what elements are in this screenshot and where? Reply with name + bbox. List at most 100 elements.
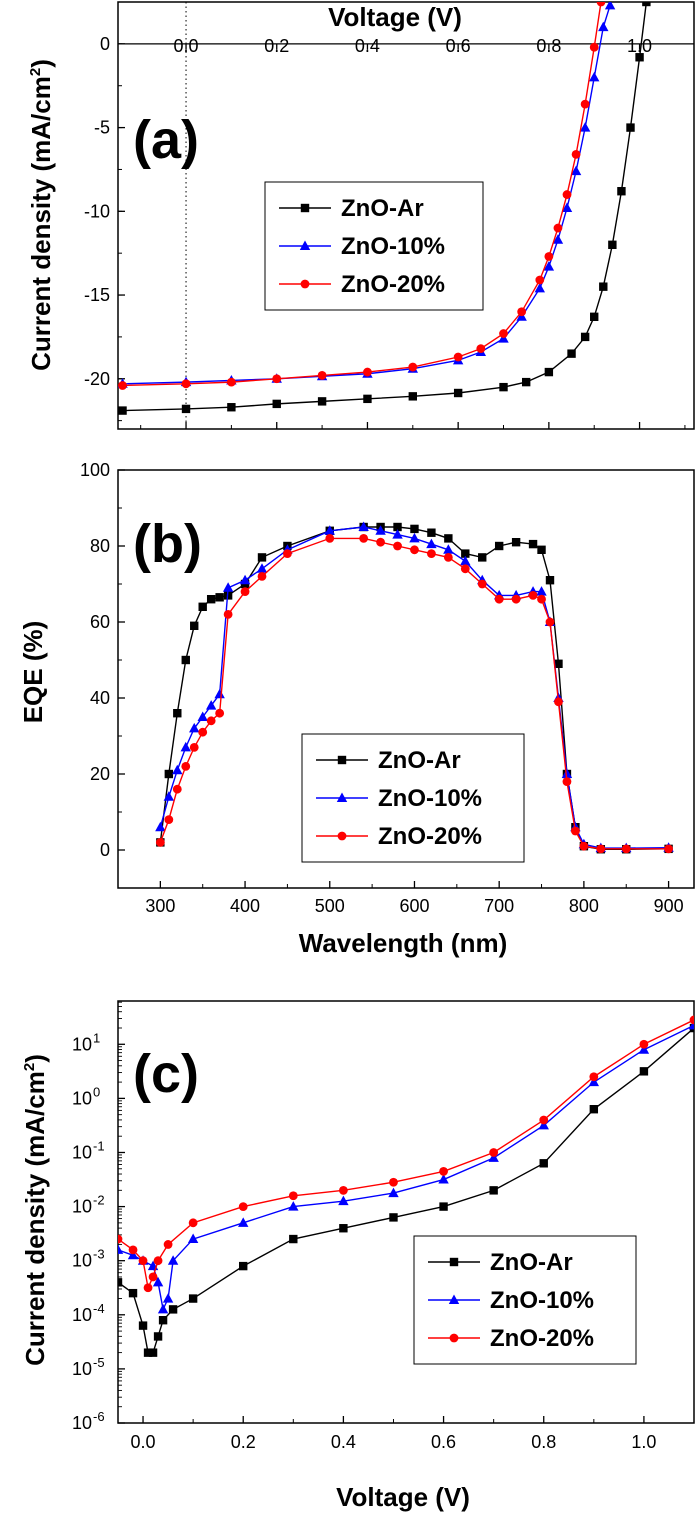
data-point	[181, 762, 191, 771]
data-point	[155, 821, 166, 832]
data-point	[325, 534, 335, 543]
panel-a-y-axis-title-sup: 2	[27, 68, 44, 76]
legend-label: ZnO-10%	[341, 233, 445, 260]
data-point	[238, 1202, 248, 1211]
data-point	[205, 700, 217, 710]
data-point	[389, 1213, 398, 1222]
x-tick-label: 0.6	[431, 1432, 456, 1452]
panel-c-y-axis-title-close: )	[20, 1054, 50, 1063]
panel-b-y-axis-title: EQE (%)	[18, 621, 48, 724]
data-point	[580, 99, 590, 109]
data-point	[461, 549, 470, 558]
panel-a-legend-box	[264, 181, 484, 311]
data-point	[272, 399, 281, 409]
data-point	[162, 1293, 174, 1303]
data-point	[539, 1115, 549, 1125]
x-tick-label: 1.0	[631, 1432, 656, 1452]
data-point	[571, 826, 580, 836]
data-point	[239, 574, 251, 585]
data-point	[478, 553, 487, 562]
x-tick-label: 0.4	[355, 36, 380, 56]
y-tick-exponent: 0	[93, 1084, 100, 1099]
data-point	[190, 621, 199, 630]
data-point	[537, 594, 546, 604]
data-point	[197, 711, 208, 721]
y-tick-exponent: -2	[93, 1193, 105, 1208]
data-point	[408, 362, 418, 372]
data-point	[206, 595, 216, 604]
data-point	[152, 1276, 164, 1287]
data-point	[589, 71, 600, 82]
y-tick-label: 10	[72, 1197, 92, 1217]
data-point	[608, 240, 617, 250]
data-point	[639, 1067, 649, 1076]
data-point	[552, 234, 564, 244]
data-point	[163, 1240, 173, 1249]
data-point	[410, 545, 419, 555]
data-point	[599, 282, 608, 291]
data-point	[617, 187, 626, 196]
data-point	[494, 541, 504, 551]
data-point	[172, 784, 182, 794]
data-point	[517, 307, 527, 317]
data-point	[188, 1294, 198, 1303]
panel-c-series-layer	[118, 1015, 694, 1357]
data-point	[358, 521, 369, 531]
data-point	[589, 42, 599, 52]
data-point	[118, 381, 127, 390]
data-point	[198, 727, 208, 737]
data-point	[226, 377, 236, 387]
data-point	[561, 202, 573, 212]
data-point	[534, 282, 545, 293]
data-point	[153, 1256, 163, 1266]
data-point	[118, 1278, 123, 1287]
panel-b: 300 400 500 600 700 800 900 0 20 40 60 80 100 (b) Wa…	[18, 460, 695, 958]
data-point	[376, 537, 385, 547]
x-tick-label: 0.0	[131, 1432, 156, 1452]
x-tick-label: 300	[145, 896, 175, 916]
data-point	[528, 539, 538, 549]
data-point	[168, 1305, 178, 1314]
data-point	[460, 555, 471, 566]
data-point	[426, 538, 437, 549]
legend-label: ZnO-Ar	[378, 747, 461, 774]
data-point	[138, 1321, 148, 1330]
data-point	[598, 21, 609, 32]
data-point	[288, 1191, 298, 1201]
legend-label: ZnO-20%	[341, 271, 445, 298]
data-point	[118, 1244, 124, 1254]
series-line-ZnO-20%	[118, 1019, 694, 1291]
y-tick-label: -15	[84, 285, 110, 305]
data-point	[189, 722, 200, 733]
data-point	[143, 1283, 153, 1293]
y-tick-exponent: 1	[93, 1030, 100, 1045]
panel-a-series-layer	[118, 2, 651, 415]
panel-b-legend: ZnO-Ar ZnO-10% ZnO-20%	[301, 733, 525, 863]
data-point	[537, 545, 546, 554]
data-point	[214, 688, 225, 699]
data-point	[561, 768, 573, 778]
data-point	[579, 841, 589, 851]
panel-c-legend: ZnO-Ar ZnO-10% ZnO-20%	[413, 1235, 637, 1365]
x-tick-label: 1.0	[627, 36, 652, 56]
panel-a: 0.0 0.2 0.4 0.6 0.8 1.0 0 -5 -10 -15 -20 (a) Volta…	[26, 1, 695, 430]
y-tick-label: 20	[90, 764, 110, 784]
y-tick-label: 10	[72, 1305, 92, 1325]
data-point	[317, 371, 327, 380]
x-tick-label: 700	[484, 896, 514, 916]
data-point	[511, 538, 521, 547]
data-point	[438, 1174, 449, 1184]
data-point	[375, 525, 386, 535]
data-point	[453, 352, 463, 362]
data-point	[187, 1233, 199, 1244]
x-tick-label: 0.2	[231, 1432, 256, 1452]
data-point	[554, 659, 563, 668]
data-point	[227, 403, 236, 412]
data-point	[289, 1234, 298, 1244]
data-point	[339, 1224, 348, 1233]
data-point	[535, 275, 545, 285]
panel-a-plot-frame	[117, 1, 695, 430]
data-point	[489, 1148, 499, 1157]
data-point	[427, 528, 436, 537]
